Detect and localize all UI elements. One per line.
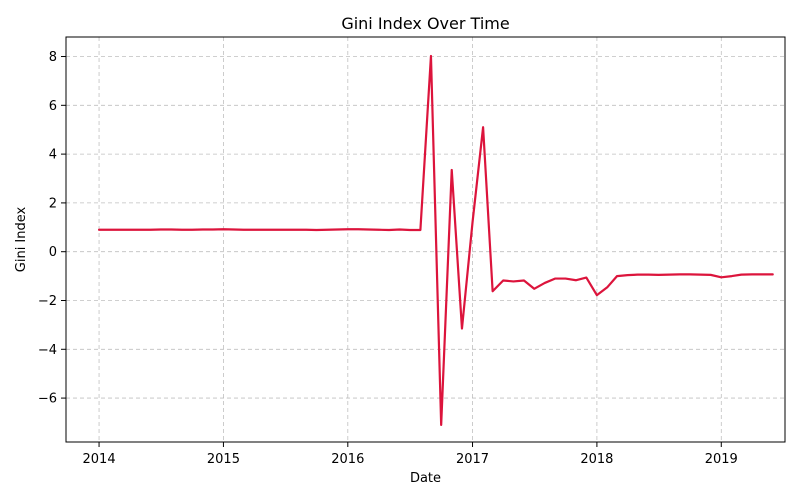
y-tick-label: 0 — [49, 245, 57, 260]
x-tick-label: 2018 — [580, 452, 613, 467]
y-tick-label: 8 — [49, 50, 57, 65]
y-axis: −6 −4 −2 0 2 4 6 8 — [38, 50, 66, 407]
y-tick-label: 6 — [49, 99, 57, 114]
y-tick-label: 2 — [49, 196, 57, 211]
x-tick-label: 2019 — [705, 452, 738, 467]
y-axis-label: Gini Index — [14, 206, 29, 272]
plot-frame — [65, 36, 786, 443]
x-axis: 2014 2015 2016 2017 2018 2019 — [83, 442, 738, 467]
series-line-0 — [97, 54, 774, 427]
y-tick-label: −4 — [38, 343, 57, 358]
series-layer — [97, 54, 774, 427]
x-tick-label: 2015 — [207, 452, 240, 467]
y-tick-label: 4 — [49, 148, 57, 163]
x-axis-label: Date — [410, 471, 441, 486]
x-tick-label: 2016 — [331, 452, 364, 467]
y-tick-label: −6 — [38, 392, 57, 407]
grid — [66, 37, 785, 442]
x-tick-label: 2017 — [456, 452, 489, 467]
y-tick-label: −2 — [38, 294, 57, 309]
chart-title: Gini Index Over Time — [341, 14, 509, 33]
x-tick-label: 2014 — [83, 452, 116, 467]
